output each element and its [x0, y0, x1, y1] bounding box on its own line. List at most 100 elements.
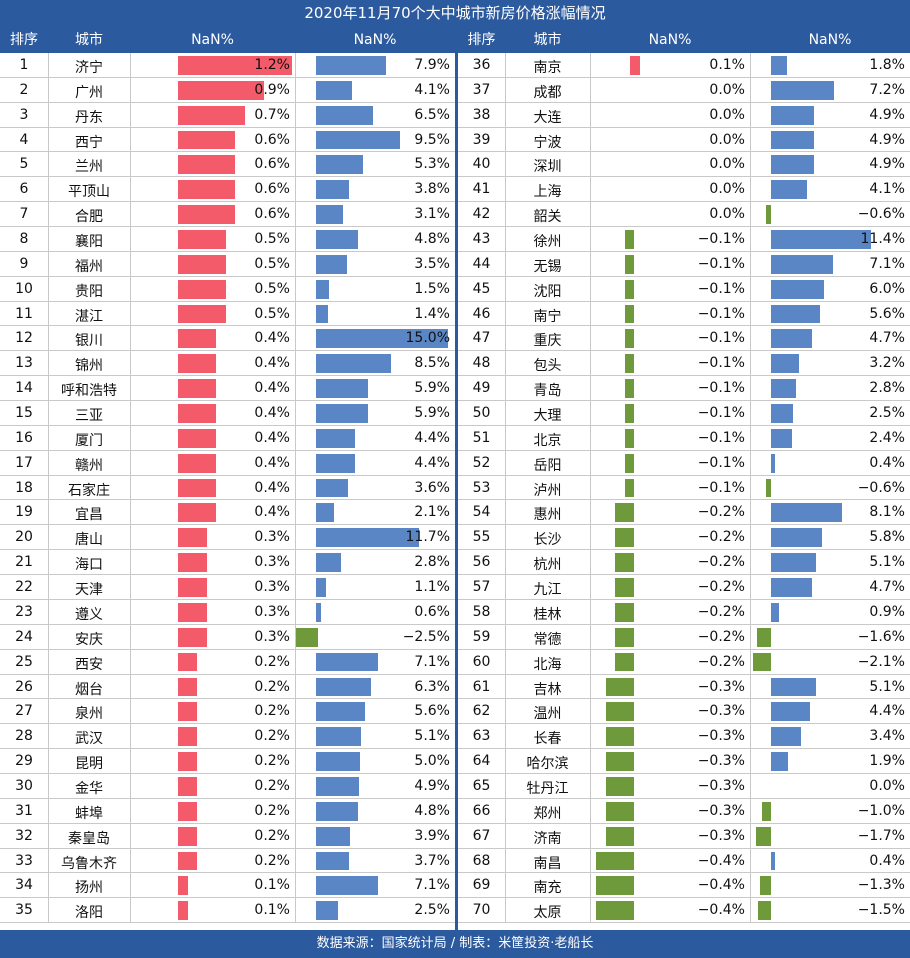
mom-value-label: 0.6%: [254, 206, 290, 223]
column-gridline: [505, 227, 506, 252]
column-gridline: [130, 898, 131, 924]
column-gridline: [505, 475, 506, 501]
yoy-value-label: 4.9%: [414, 777, 450, 794]
column-gridline: [130, 202, 131, 228]
column-gridline: [590, 649, 591, 675]
yoy-value-label: 4.1%: [869, 181, 905, 198]
yoy-bar: [756, 627, 771, 647]
mom-value-label: −0.2%: [697, 653, 745, 670]
mom-value-label: −0.2%: [697, 504, 745, 521]
column-gridline: [505, 77, 506, 103]
row-gridline: [458, 549, 910, 551]
column-gridline: [130, 798, 131, 824]
yoy-value-label: 5.1%: [869, 678, 905, 695]
rank-label: 16: [15, 429, 33, 446]
row-gridline: [458, 524, 910, 526]
column-gridline: [130, 749, 131, 774]
mom-value-label: −0.3%: [697, 827, 745, 844]
column-gridline: [48, 376, 49, 402]
mom-value-label: 0.4%: [254, 454, 290, 471]
mom-value-label: 0.5%: [254, 231, 290, 248]
column-gridline: [505, 724, 506, 750]
row-gridline: [0, 897, 455, 899]
column-gridline: [130, 699, 131, 725]
column-gridline: [48, 525, 49, 551]
mom-bar: [178, 503, 216, 523]
yoy-bar: [316, 379, 368, 399]
yoy-value-label: −1.6%: [857, 628, 905, 645]
yoy-value-label: 3.7%: [414, 852, 450, 869]
column-gridline: [590, 550, 591, 576]
yoy-value-label: −1.0%: [857, 802, 905, 819]
mom-value-label: −0.4%: [697, 877, 745, 894]
mom-value-label: 0.6%: [254, 156, 290, 173]
column-gridline: [295, 575, 296, 600]
mom-value-label: 0.5%: [254, 280, 290, 297]
row-gridline: [0, 176, 455, 178]
mom-value-label: 0.0%: [709, 156, 745, 173]
row-gridline: [458, 449, 910, 451]
mom-value-label: −0.1%: [697, 405, 745, 422]
city-label: 银川: [75, 333, 103, 350]
yoy-bar: [316, 354, 391, 374]
column-gridline: [295, 500, 296, 526]
column-gridline: [295, 376, 296, 402]
row-gridline: [0, 623, 455, 625]
mom-bar: [178, 702, 197, 722]
yoy-bar: [316, 578, 326, 597]
city-label: 武汉: [75, 731, 103, 748]
column-gridline: [295, 798, 296, 824]
column-gridline: [590, 749, 591, 774]
column-gridline: [130, 599, 131, 625]
mom-bar: [178, 602, 207, 622]
column-gridline: [590, 251, 591, 277]
column-gridline: [750, 425, 751, 451]
column-gridline: [295, 77, 296, 103]
row-gridline: [458, 822, 910, 824]
mom-value-label: 0.2%: [254, 753, 290, 770]
city-label: 南昌: [533, 855, 562, 872]
mom-value-label: −0.3%: [697, 753, 745, 770]
mom-value-label: 0.5%: [254, 255, 290, 272]
column-gridline: [295, 823, 296, 849]
column-gridline: [590, 276, 591, 302]
column-gridline: [505, 798, 506, 824]
mom-bar: [624, 354, 634, 374]
column-gridline: [295, 152, 296, 178]
row-gridline: [0, 648, 455, 650]
column-gridline: [590, 202, 591, 228]
yoy-value-label: 6.5%: [414, 106, 450, 123]
column-gridline: [590, 351, 591, 377]
rank-label: 6: [19, 181, 29, 198]
column-gridline: [48, 127, 49, 153]
city-label: 赣州: [75, 457, 103, 474]
yoy-bar: [771, 279, 824, 299]
column-gridline: [295, 599, 296, 625]
mom-value-label: −0.2%: [697, 529, 745, 546]
column-header-city: 城市: [505, 27, 590, 53]
column-gridline: [590, 848, 591, 874]
yoy-bar: [771, 230, 872, 249]
rank-label: 56: [472, 554, 491, 571]
mom-bar: [605, 727, 634, 747]
column-gridline: [130, 276, 131, 302]
column-gridline: [750, 525, 751, 551]
column-gridline: [295, 276, 296, 302]
column-gridline: [295, 475, 296, 501]
column-gridline: [295, 749, 296, 774]
rank-label: 37: [472, 81, 491, 98]
city-label: 宁波: [533, 134, 562, 151]
mom-bar: [178, 901, 188, 921]
row-gridline: [0, 250, 455, 252]
mom-value-label: −0.1%: [697, 429, 745, 446]
yoy-value-label: 11.4%: [860, 231, 905, 248]
mom-bar: [624, 478, 634, 498]
city-label: 成都: [533, 84, 562, 101]
yoy-bar: [316, 404, 368, 423]
column-gridline: [750, 102, 751, 128]
mom-bar: [624, 329, 634, 349]
rank-label: 31: [15, 802, 33, 819]
column-gridline: [130, 77, 131, 103]
column-gridline: [750, 351, 751, 377]
city-label: 湛江: [75, 308, 103, 325]
